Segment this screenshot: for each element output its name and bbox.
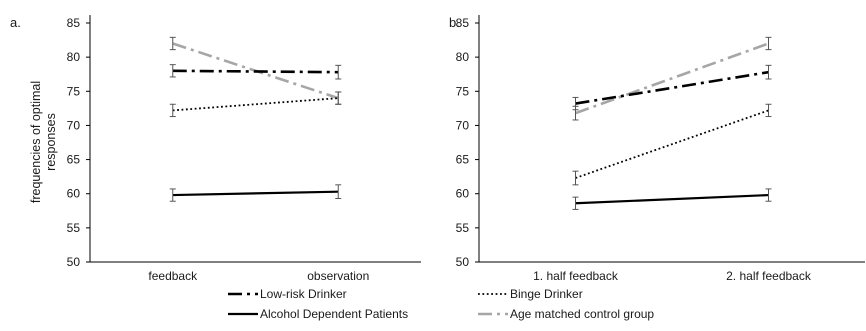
y-axis-label-line: responses (44, 113, 58, 171)
series-line (172, 190, 339, 197)
y-tick-label: 85 (456, 16, 470, 30)
y-axis-label-line: frequencies of optimal (29, 81, 43, 203)
y-tick-label: 55 (456, 221, 470, 235)
error-bar (765, 36, 772, 51)
y-tick-label: 80 (67, 50, 81, 64)
series-line (575, 193, 769, 205)
legend-item: Alcohol Dependent Patients (228, 307, 408, 321)
series-line (172, 97, 339, 112)
series-line (575, 70, 769, 105)
y-axis-label: frequencies of optimal responses (29, 81, 58, 203)
legend-item: Age matched control group (478, 307, 654, 321)
series-line (575, 109, 769, 179)
x-tick-label: 2. half feedback (726, 269, 812, 283)
y-tick-label: 60 (456, 187, 470, 201)
error-bar (169, 188, 176, 202)
error-bar (335, 64, 342, 80)
error-bar (765, 103, 772, 118)
y-tick-label: 50 (456, 255, 470, 269)
y-tick-label: 70 (456, 118, 470, 132)
y-tick-label: 50 (67, 255, 81, 269)
error-bar (335, 91, 342, 105)
y-tick-label: 60 (67, 187, 81, 201)
y-tick-label: 55 (67, 221, 81, 235)
error-bar (572, 96, 579, 111)
error-bar (765, 188, 772, 202)
y-tick-label: 75 (456, 84, 470, 98)
legend-label: Age matched control group (510, 307, 654, 321)
error-bar (169, 103, 176, 118)
x-tick-label: feedback (148, 269, 198, 283)
error-bar (169, 64, 176, 78)
x-tick-label: observation (307, 269, 369, 283)
y-tick-label: 80 (456, 50, 470, 64)
series-line (575, 42, 769, 115)
y-tick-label: 75 (67, 84, 81, 98)
panel-label: a. (10, 15, 21, 30)
y-tick-label: 70 (67, 118, 81, 132)
panel-label: b. (449, 15, 460, 30)
y-tick-label: 65 (67, 153, 81, 167)
series-line (172, 69, 339, 74)
error-bar (765, 64, 772, 80)
legend-item: Low-risk Drinker (228, 287, 347, 301)
error-bar (169, 36, 176, 51)
error-bar (572, 196, 579, 210)
legend-label: Binge Drinker (510, 287, 583, 301)
chart-panel-2: b. 50 55 60 65 70 75 80 85 1. half feedback 2. hal… (449, 15, 865, 283)
legend-label: Low-risk Drinker (260, 287, 347, 301)
y-tick-label: 85 (67, 16, 81, 30)
error-bar (335, 184, 342, 199)
legend-item: Binge Drinker (478, 287, 583, 301)
x-tick-label: 1. half feedback (533, 269, 619, 283)
legend-label: Alcohol Dependent Patients (260, 307, 408, 321)
error-bar (572, 170, 579, 186)
y-tick-label: 65 (456, 153, 470, 167)
legend: Low-risk Drinker Binge Drinker Alcohol Dep… (228, 287, 654, 321)
chart-panel-1: a. 50 55 60 65 70 75 80 85 feedback observation (10, 15, 421, 283)
